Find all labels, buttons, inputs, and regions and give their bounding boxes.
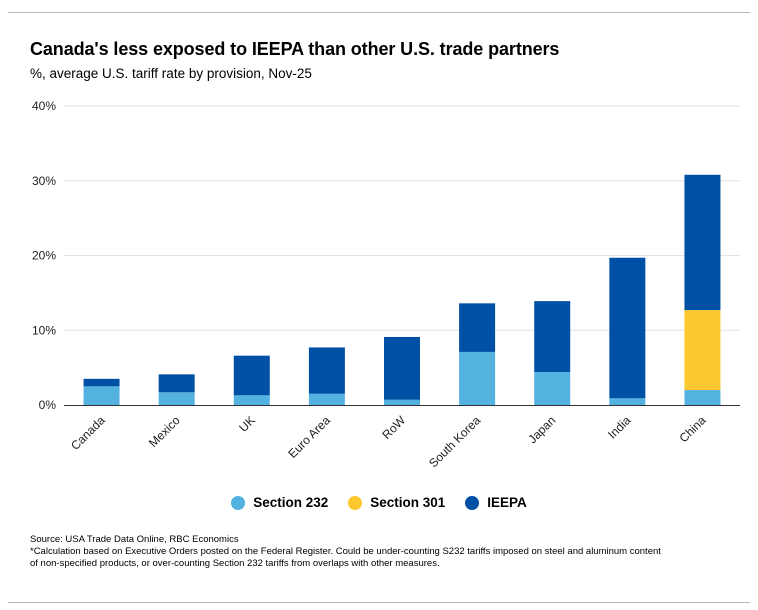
chart-subtitle: %, average U.S. tariff rate by provision… bbox=[30, 66, 312, 81]
x-tick-label-mexico: Mexico bbox=[146, 413, 183, 450]
chart-title: Canada's less exposed to IEEPA than othe… bbox=[30, 39, 560, 59]
legend-label-section-301: Section 301 bbox=[370, 495, 446, 510]
legend-item-section-232[interactable]: Section 232 bbox=[231, 495, 328, 510]
top-rule bbox=[8, 12, 750, 13]
bar-section-232-mexico bbox=[158, 392, 195, 405]
y-tick-label: 0% bbox=[39, 398, 57, 412]
bar-ieepa-uk bbox=[233, 355, 270, 396]
stacked-bar-chart: 0% 10% 20% 30% 40% Canada Mexico UK Euro Area RoW… bbox=[32, 99, 740, 470]
bar-section-232-china bbox=[684, 390, 721, 405]
bar-section-232-south-korea bbox=[459, 351, 496, 405]
bar-ieepa-china bbox=[684, 174, 721, 311]
legend: Section 232 Section 301 IEEPA bbox=[0, 495, 758, 510]
bar-section-301-china bbox=[684, 310, 721, 391]
bar-ieepa-euro-area bbox=[308, 347, 345, 394]
bar-ieepa-row bbox=[384, 336, 420, 400]
x-tick-label-india: India bbox=[605, 413, 634, 442]
x-tick-label-euro-area: Euro Area bbox=[285, 413, 333, 461]
legend-item-ieepa[interactable]: IEEPA bbox=[465, 495, 527, 510]
legend-swatch-section-301 bbox=[348, 495, 363, 510]
bar-section-232-canada bbox=[83, 386, 120, 405]
legend-label-ieepa: IEEPA bbox=[487, 495, 527, 510]
y-tick-label: 20% bbox=[32, 249, 56, 263]
bar-section-232-euro-area bbox=[308, 393, 345, 405]
x-tick-label-japan: Japan bbox=[525, 413, 558, 446]
x-tick-label-china: China bbox=[676, 413, 708, 445]
legend-swatch-ieepa bbox=[465, 495, 480, 510]
y-tick-label: 10% bbox=[32, 323, 56, 337]
footnote: Source: USA Trade Data Online, RBC Econo… bbox=[30, 534, 670, 570]
bar-ieepa-japan bbox=[534, 301, 571, 373]
bottom-rule bbox=[8, 602, 750, 603]
bar-ieepa-mexico bbox=[158, 374, 195, 393]
bar-ieepa-canada bbox=[83, 378, 120, 387]
x-tick-label-uk: UK bbox=[236, 413, 258, 435]
bar-section-232-india bbox=[609, 398, 646, 405]
bar-section-232-uk bbox=[233, 395, 270, 405]
legend-swatch-section-232 bbox=[231, 495, 246, 510]
bar-section-232-japan bbox=[534, 372, 571, 405]
bar-ieepa-india bbox=[609, 257, 646, 399]
y-tick-label: 30% bbox=[32, 174, 56, 188]
x-tick-label-south-korea: South Korea bbox=[426, 413, 483, 470]
legend-item-section-301[interactable]: Section 301 bbox=[348, 495, 445, 510]
legend-label-section-232: Section 232 bbox=[253, 495, 329, 510]
source-note: Source: USA Trade Data Online, RBC Econo… bbox=[30, 534, 239, 545]
x-tick-label-row: RoW bbox=[379, 413, 408, 442]
calculation-note: *Calculation based on Executive Orders p… bbox=[30, 546, 661, 569]
y-tick-label: 40% bbox=[32, 99, 56, 113]
bar-section-232-row bbox=[384, 399, 420, 405]
bar-ieepa-south-korea bbox=[459, 303, 496, 352]
x-tick-label-canada: Canada bbox=[68, 413, 108, 453]
